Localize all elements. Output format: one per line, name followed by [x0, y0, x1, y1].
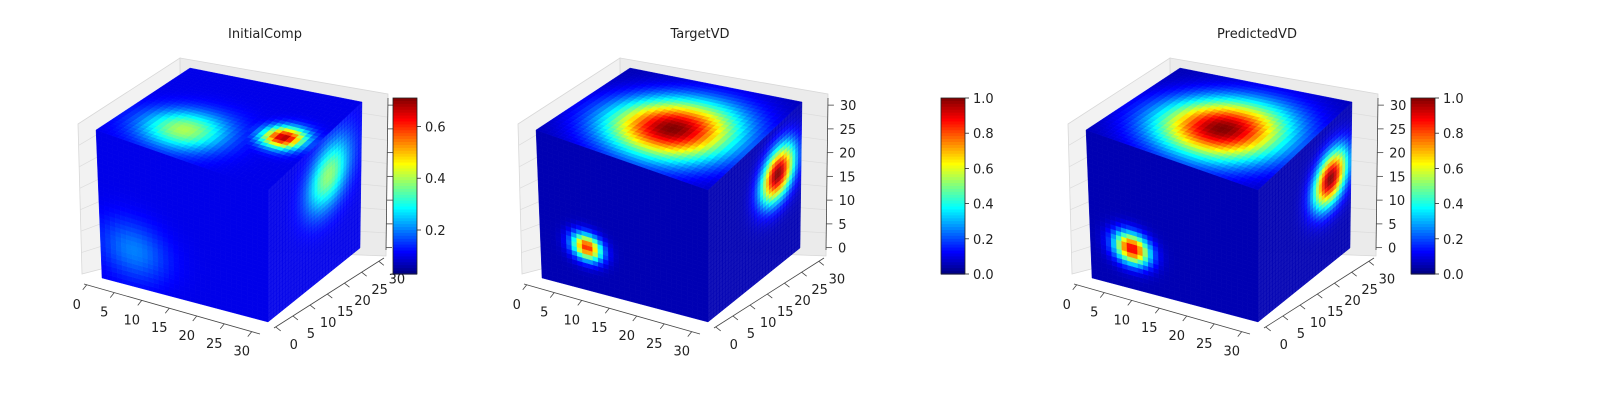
x-tick — [138, 300, 142, 305]
x-tick — [83, 285, 87, 290]
x-tick-label: 10 — [123, 313, 140, 328]
y-tick — [344, 283, 349, 287]
x-tick-label: 5 — [100, 306, 108, 321]
y-tick — [379, 261, 384, 265]
colorbar-tick-label: 0.6 — [425, 120, 446, 135]
y-tick-label: 10 — [320, 316, 337, 331]
chart-title: InitialComp — [228, 27, 302, 42]
x-tick-label: 0 — [73, 298, 81, 313]
x-tick — [248, 332, 252, 337]
y-tick-label: 15 — [337, 305, 354, 320]
y-tick — [362, 272, 367, 276]
y-tick-label: 5 — [307, 327, 315, 342]
y-tick — [310, 305, 315, 309]
y-tick-label: 0 — [290, 338, 298, 353]
x-tick — [165, 308, 169, 313]
x-tick — [220, 324, 224, 329]
colorbar: 0.2 0.4 0.6 — [393, 98, 446, 275]
x-tick-label: 30 — [233, 345, 250, 360]
x-tick-label: 20 — [178, 329, 195, 344]
x-tick-label: 15 — [151, 321, 168, 336]
y-tick — [276, 327, 281, 331]
y-tick-label: 20 — [354, 294, 371, 309]
x-tick — [193, 316, 197, 321]
x-tick — [110, 293, 114, 298]
y-tick — [327, 294, 332, 298]
colorbar-tick-label: 0.4 — [425, 172, 446, 187]
chart-title: TargetVD — [669, 27, 729, 42]
y-tick-label: 25 — [371, 283, 388, 298]
y-tick — [293, 316, 298, 320]
x-tick-label: 25 — [206, 337, 223, 352]
colorbar-tick-label: 0.2 — [425, 224, 446, 239]
